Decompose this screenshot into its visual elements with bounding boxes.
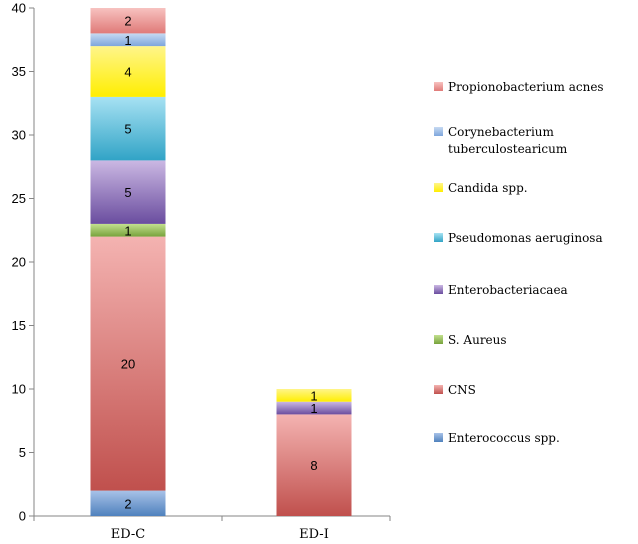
bar-ed-c-pseudomonas-aeruginosa [90,96,166,161]
bar-ed-c-cns [90,236,166,491]
bar-ed-i-cns [276,414,352,516]
legend-label-enterococcus-spp: Enterococcus spp. [448,431,560,445]
bar-ed-c-corynebacterium-tuberculostearicum [90,33,166,47]
y-tick-label: 10 [12,382,26,397]
y-tick-label: 30 [12,128,26,143]
data-label-ed-c-candida-spp: 4 [124,65,131,80]
bar-ed-i-enterobacteriacaea [276,401,352,415]
legend-label-propionobacterium-acnes: Propionobacterium acnes [448,80,604,94]
data-label-ed-i-candida-spp: 1 [310,388,317,403]
data-label-ed-c-pseudomonas-aeruginosa: 5 [124,122,131,137]
legend-swatch-corynebacterium-tuberculostearicum [434,127,443,136]
bars [90,8,352,516]
y-tick-label: 5 [19,445,26,460]
y-tick-label: 35 [12,64,26,79]
y-tick-label: 25 [12,191,26,206]
y-tick-label: 0 [19,509,26,524]
legend-label-enterobacteriacaea: Enterobacteriacaea [448,283,568,297]
legend-swatch-s-aureus [434,335,443,344]
legend-swatch-propionobacterium-acnes [434,82,443,91]
y-tick-label: 15 [12,318,26,333]
legend-label-corynebacterium-tuberculostearicum: Corynebacterium tuberculostearicum [448,125,568,156]
data-label-ed-c-cns: 20 [121,357,135,372]
legend-label-candida-spp: Candida spp. [448,181,528,195]
legend-swatch-enterococcus-spp [434,433,443,442]
y-tick-label: 20 [12,255,26,270]
legend-label-cns: CNS [448,383,476,397]
data-label-ed-c-corynebacterium-tuberculostearicum: 1 [124,33,131,48]
data-label-ed-c-s-aureus: 1 [124,223,131,238]
data-label-ed-c-propionobacterium-acnes: 2 [124,14,131,29]
legend-swatch-enterobacteriacaea [434,285,443,294]
legend-label-s-aureus: S. Aureus [448,333,507,347]
x-tick-label-ed-c: ED-C [111,527,146,542]
data-label-ed-i-cns: 8 [310,458,317,473]
bar-ed-c-enterococcus-spp [90,490,166,516]
x-tick-label-ed-i: ED-I [299,527,329,542]
legend-swatch-candida-spp [434,183,443,192]
legend-label-pseudomonas-aeruginosa: Pseudomonas aeruginosa [448,231,603,245]
y-tick-label: 40 [12,1,26,16]
legend-swatch-cns [434,385,443,394]
bar-ed-c-propionobacterium-acnes [90,8,166,34]
legend: Propionobacterium acnes Corynebacterium tu… [434,80,604,445]
data-label-ed-i-enterobacteriacaea: 1 [310,401,317,416]
data-label-ed-c-enterococcus-spp: 2 [124,496,131,511]
bar-ed-c-enterobacteriacaea [90,160,166,224]
bar-ed-c-candida-spp [90,46,166,97]
data-label-ed-c-enterobacteriacaea: 5 [124,185,131,200]
bar-ed-c-s-aureus [90,223,166,237]
bar-ed-i-candida-spp [276,389,352,402]
legend-swatch-pseudomonas-aeruginosa [434,233,443,242]
